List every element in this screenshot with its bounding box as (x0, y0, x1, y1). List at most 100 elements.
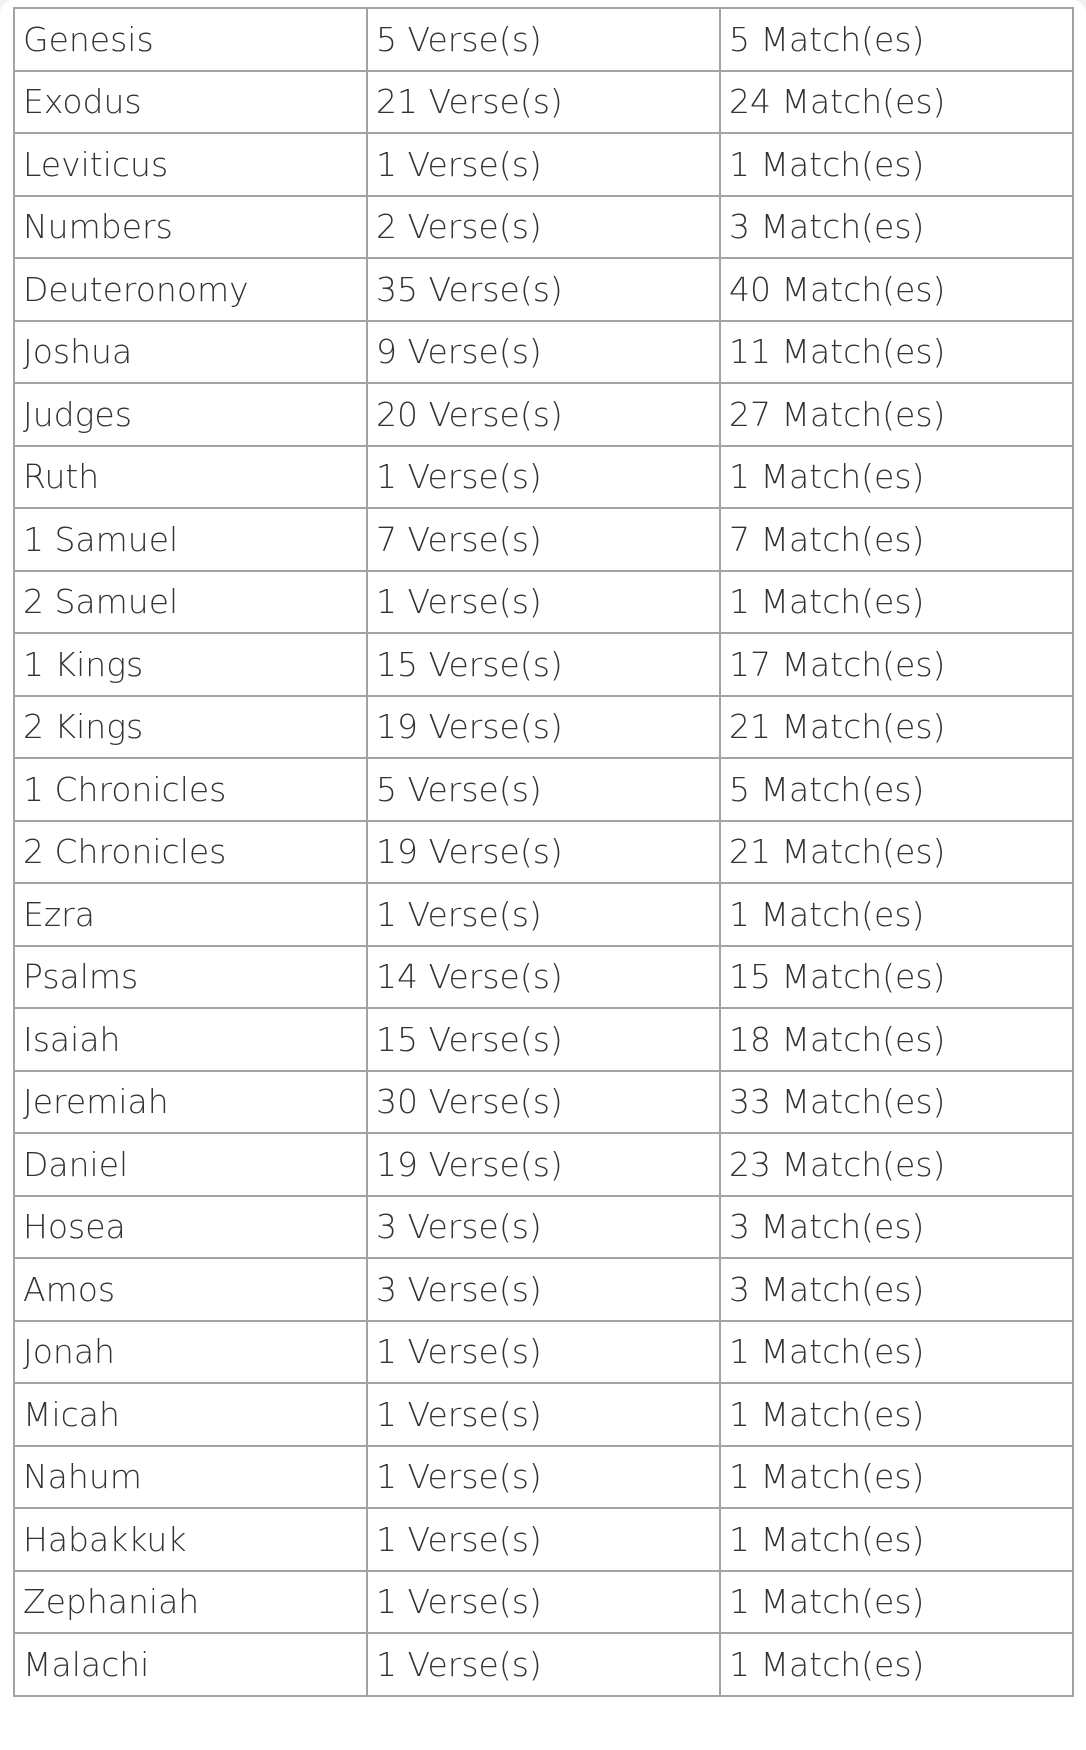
book-cell: 1 Chronicles (13, 757, 368, 822)
match-count-cell: 3 Match(es) (719, 194, 1074, 259)
book-cell: 2 Samuel (13, 569, 368, 634)
match-count-cell: 18 Match(es) (719, 1007, 1074, 1072)
table-row[interactable]: Judges 20 Verse(s) 27 Match(es) (13, 382, 1074, 447)
verse-count-cell: 5 Verse(s) (366, 7, 721, 72)
book-cell: Ruth (13, 444, 368, 509)
table-row[interactable]: Ruth 1 Verse(s) 1 Match(es) (13, 444, 1074, 509)
book-cell: Genesis (13, 7, 368, 72)
book-cell: Deuteronomy (13, 257, 368, 322)
verse-count-cell: 1 Verse(s) (366, 1444, 721, 1509)
table-row[interactable]: Jeremiah 30 Verse(s) 33 Match(es) (13, 1069, 1074, 1134)
book-cell: Nahum (13, 1444, 368, 1509)
book-cell: Leviticus (13, 132, 368, 197)
book-cell: Habakkuk (13, 1507, 368, 1572)
verse-count-cell: 19 Verse(s) (366, 819, 721, 884)
verse-count-cell: 30 Verse(s) (366, 1069, 721, 1134)
verse-count-cell: 2 Verse(s) (366, 194, 721, 259)
match-count-cell: 1 Match(es) (719, 569, 1074, 634)
table-row[interactable]: Micah 1 Verse(s) 1 Match(es) (13, 1382, 1074, 1447)
verse-count-cell: 20 Verse(s) (366, 382, 721, 447)
book-cell: 2 Kings (13, 694, 368, 759)
verse-count-cell: 7 Verse(s) (366, 507, 721, 572)
table-row[interactable]: Amos 3 Verse(s) 3 Match(es) (13, 1257, 1074, 1322)
book-cell: Jeremiah (13, 1069, 368, 1134)
table-row[interactable]: Ezra 1 Verse(s) 1 Match(es) (13, 882, 1074, 947)
table-row[interactable]: Leviticus 1 Verse(s) 1 Match(es) (13, 132, 1074, 197)
match-count-cell: 1 Match(es) (719, 1632, 1074, 1697)
table-row[interactable]: 1 Chronicles 5 Verse(s) 5 Match(es) (13, 757, 1074, 822)
verse-count-cell: 1 Verse(s) (366, 444, 721, 509)
verse-count-cell: 3 Verse(s) (366, 1194, 721, 1259)
match-count-cell: 7 Match(es) (719, 507, 1074, 572)
match-count-cell: 1 Match(es) (719, 1507, 1074, 1572)
table-row[interactable]: 2 Samuel 1 Verse(s) 1 Match(es) (13, 569, 1074, 634)
table-row[interactable]: Genesis 5 Verse(s) 5 Match(es) (13, 7, 1074, 72)
table-row[interactable]: Exodus 21 Verse(s) 24 Match(es) (13, 69, 1074, 134)
verse-count-cell: 1 Verse(s) (366, 882, 721, 947)
table-row[interactable]: Zephaniah 1 Verse(s) 1 Match(es) (13, 1569, 1074, 1634)
book-cell: Daniel (13, 1132, 368, 1197)
book-cell: Amos (13, 1257, 368, 1322)
table-row[interactable]: Jonah 1 Verse(s) 1 Match(es) (13, 1319, 1074, 1384)
table-row[interactable]: Nahum 1 Verse(s) 1 Match(es) (13, 1444, 1074, 1509)
verse-count-cell: 1 Verse(s) (366, 1319, 721, 1384)
verse-count-cell: 1 Verse(s) (366, 1382, 721, 1447)
verse-count-cell: 35 Verse(s) (366, 257, 721, 322)
match-count-cell: 23 Match(es) (719, 1132, 1074, 1197)
table-row[interactable]: Malachi 1 Verse(s) 1 Match(es) (13, 1632, 1074, 1697)
book-cell: Psalms (13, 944, 368, 1009)
match-count-cell: 1 Match(es) (719, 1319, 1074, 1384)
verse-count-cell: 15 Verse(s) (366, 1007, 721, 1072)
match-count-cell: 11 Match(es) (719, 319, 1074, 384)
book-cell: Zephaniah (13, 1569, 368, 1634)
table-row[interactable]: 2 Chronicles 19 Verse(s) 21 Match(es) (13, 819, 1074, 884)
verse-count-cell: 3 Verse(s) (366, 1257, 721, 1322)
verse-count-cell: 1 Verse(s) (366, 1507, 721, 1572)
match-count-cell: 5 Match(es) (719, 7, 1074, 72)
verse-count-cell: 1 Verse(s) (366, 132, 721, 197)
match-count-cell: 24 Match(es) (719, 69, 1074, 134)
table-row[interactable]: 1 Kings 15 Verse(s) 17 Match(es) (13, 632, 1074, 697)
table-row[interactable]: 1 Samuel 7 Verse(s) 7 Match(es) (13, 507, 1074, 572)
match-count-cell: 21 Match(es) (719, 694, 1074, 759)
match-count-cell: 1 Match(es) (719, 1382, 1074, 1447)
search-results-table: Genesis 5 Verse(s) 5 Match(es) Exodus 21 Ver… (13, 7, 1074, 1697)
verse-count-cell: 21 Verse(s) (366, 69, 721, 134)
table-row[interactable]: Deuteronomy 35 Verse(s) 40 Match(es) (13, 257, 1074, 322)
table-row[interactable]: Numbers 2 Verse(s) 3 Match(es) (13, 194, 1074, 259)
book-cell: Numbers (13, 194, 368, 259)
verse-count-cell: 14 Verse(s) (366, 944, 721, 1009)
verse-count-cell: 9 Verse(s) (366, 319, 721, 384)
book-cell: Micah (13, 1382, 368, 1447)
match-count-cell: 5 Match(es) (719, 757, 1074, 822)
match-count-cell: 27 Match(es) (719, 382, 1074, 447)
match-count-cell: 1 Match(es) (719, 1569, 1074, 1634)
verse-count-cell: 15 Verse(s) (366, 632, 721, 697)
book-cell: 1 Samuel (13, 507, 368, 572)
table-row[interactable]: Isaiah 15 Verse(s) 18 Match(es) (13, 1007, 1074, 1072)
verse-count-cell: 1 Verse(s) (366, 1569, 721, 1634)
table-row[interactable]: Habakkuk 1 Verse(s) 1 Match(es) (13, 1507, 1074, 1572)
verse-count-cell: 5 Verse(s) (366, 757, 721, 822)
table-row[interactable]: Psalms 14 Verse(s) 15 Match(es) (13, 944, 1074, 1009)
book-cell: Exodus (13, 69, 368, 134)
table-row[interactable]: Daniel 19 Verse(s) 23 Match(es) (13, 1132, 1074, 1197)
match-count-cell: 40 Match(es) (719, 257, 1074, 322)
table-row[interactable]: Hosea 3 Verse(s) 3 Match(es) (13, 1194, 1074, 1259)
table-row[interactable]: 2 Kings 19 Verse(s) 21 Match(es) (13, 694, 1074, 759)
book-cell: 2 Chronicles (13, 819, 368, 884)
match-count-cell: 15 Match(es) (719, 944, 1074, 1009)
book-cell: Joshua (13, 319, 368, 384)
book-cell: 1 Kings (13, 632, 368, 697)
match-count-cell: 17 Match(es) (719, 632, 1074, 697)
book-cell: Malachi (13, 1632, 368, 1697)
match-count-cell: 1 Match(es) (719, 1444, 1074, 1509)
book-cell: Ezra (13, 882, 368, 947)
table-row[interactable]: Joshua 9 Verse(s) 11 Match(es) (13, 319, 1074, 384)
verse-count-cell: 1 Verse(s) (366, 1632, 721, 1697)
book-cell: Isaiah (13, 1007, 368, 1072)
match-count-cell: 1 Match(es) (719, 444, 1074, 509)
book-cell: Judges (13, 382, 368, 447)
match-count-cell: 1 Match(es) (719, 882, 1074, 947)
